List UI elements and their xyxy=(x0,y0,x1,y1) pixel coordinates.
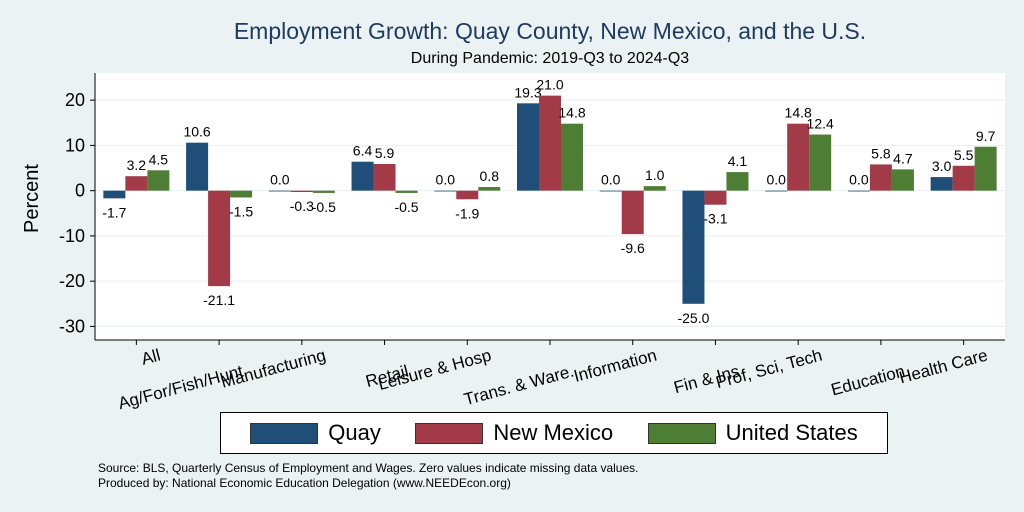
data-label: 21.0 xyxy=(536,77,563,93)
data-label: 0.0 xyxy=(601,172,621,188)
bar-quay xyxy=(765,190,788,192)
bar-united-states xyxy=(726,172,749,191)
data-label: 0.0 xyxy=(436,172,456,188)
category-label: Trans. & Ware. xyxy=(462,362,576,410)
bar-quay xyxy=(517,103,539,191)
data-label: -0.5 xyxy=(312,199,336,215)
produced-by-note: Produced by: National Economic Education… xyxy=(98,476,511,490)
data-label: 5.8 xyxy=(871,145,891,161)
data-label: 14.8 xyxy=(558,105,585,121)
data-label: -1.7 xyxy=(102,204,126,220)
category-label: Manufacturing xyxy=(219,346,328,392)
legend-label-quay: Quay xyxy=(328,420,381,445)
category-label: Information xyxy=(572,346,659,386)
legend-item-new-mexico: New Mexico xyxy=(415,420,613,446)
bar-quay xyxy=(268,190,291,192)
bar-quay xyxy=(930,177,953,191)
data-label: 5.5 xyxy=(954,147,974,163)
bar-new-mexico xyxy=(456,190,479,200)
category-label: Prof, Sci, Tech xyxy=(714,346,824,393)
legend-label-united-states: United States xyxy=(725,420,858,445)
data-label: -9.6 xyxy=(621,240,645,256)
y-tick-label: -30 xyxy=(59,316,85,336)
data-label: 1.0 xyxy=(645,167,665,183)
data-label: 10.6 xyxy=(183,124,210,140)
bar-new-mexico xyxy=(208,190,231,287)
bar-quay xyxy=(434,190,457,192)
y-tick-label: 20 xyxy=(65,90,85,110)
data-label: -0.3 xyxy=(290,198,314,214)
data-label: 0.8 xyxy=(480,168,500,184)
data-label: 5.9 xyxy=(375,145,395,161)
bar-united-states xyxy=(230,190,253,198)
chart-subtitle: During Pandemic: 2019-Q3 to 2024-Q3 xyxy=(410,50,690,67)
data-label: -21.1 xyxy=(203,292,235,308)
data-label: -0.5 xyxy=(394,199,418,215)
data-label: 0.0 xyxy=(766,172,786,188)
bar-quay xyxy=(682,190,705,304)
legend-swatch-quay xyxy=(250,422,319,444)
bar-united-states xyxy=(312,190,335,193)
legend-item-quay: Quay xyxy=(250,420,381,446)
legend-swatch-new-mexico xyxy=(415,422,484,444)
bar-new-mexico xyxy=(952,165,975,191)
bar-quay xyxy=(351,161,374,191)
bar-united-states xyxy=(395,190,418,193)
data-label: 0.0 xyxy=(849,172,869,188)
bar-quay xyxy=(186,142,209,191)
y-tick-label: 0 xyxy=(75,181,85,201)
data-label: 3.0 xyxy=(932,158,952,174)
bar-united-states xyxy=(809,134,832,191)
data-label: 3.2 xyxy=(127,157,147,173)
data-label: 6.4 xyxy=(353,143,373,159)
bar-new-mexico xyxy=(125,176,148,191)
bar-quay xyxy=(103,190,126,199)
category-label: All xyxy=(139,346,162,369)
y-tick-label: -20 xyxy=(59,271,85,291)
bar-united-states xyxy=(974,146,997,191)
data-label: 14.8 xyxy=(785,105,812,121)
bar-united-states xyxy=(643,186,666,191)
bar-new-mexico xyxy=(787,123,810,191)
data-label: -3.1 xyxy=(703,211,727,227)
bar-united-states xyxy=(147,170,170,191)
bar-new-mexico xyxy=(869,164,892,191)
legend: Quay New Mexico United States xyxy=(220,412,888,454)
chart-title: Employment Growth: Quay County, New Mexi… xyxy=(233,18,867,44)
data-label: -1.9 xyxy=(455,205,479,221)
bar-new-mexico xyxy=(704,190,727,205)
legend-swatch-united-states xyxy=(647,422,716,444)
bar-quay xyxy=(847,190,870,192)
bar-new-mexico xyxy=(290,190,313,193)
category-label: Health Care xyxy=(897,346,990,388)
data-label: 12.4 xyxy=(807,116,834,132)
category-label: Education xyxy=(829,362,907,400)
legend-item-united-states: United States xyxy=(647,420,858,446)
bar-new-mexico xyxy=(539,95,561,191)
source-note: Source: BLS, Quarterly Census of Employm… xyxy=(98,461,639,475)
bar-united-states xyxy=(891,169,914,191)
bar-united-states xyxy=(478,187,501,191)
y-tick-label: -10 xyxy=(59,226,85,246)
y-axis-label: Percent xyxy=(21,164,43,233)
bar-chart: 20 10 0 -10 -20 -30 Percent -1.7 10.6 0.0 6.4 0.0 19… xyxy=(21,73,1005,410)
bar-new-mexico xyxy=(373,163,396,191)
data-label: 0.0 xyxy=(270,172,290,188)
data-label: -25.0 xyxy=(677,310,709,326)
bar-new-mexico xyxy=(621,190,644,235)
data-label: 4.5 xyxy=(149,151,169,167)
data-label: 19.3 xyxy=(514,84,541,100)
bar-quay xyxy=(599,190,622,192)
y-tick-label: 10 xyxy=(65,135,85,155)
data-label: -1.5 xyxy=(229,203,253,219)
data-label: 4.7 xyxy=(893,150,913,166)
data-label: 9.7 xyxy=(976,128,996,144)
data-label: 4.1 xyxy=(728,153,748,169)
bar-united-states xyxy=(561,123,583,191)
legend-label-new-mexico: New Mexico xyxy=(493,420,614,445)
